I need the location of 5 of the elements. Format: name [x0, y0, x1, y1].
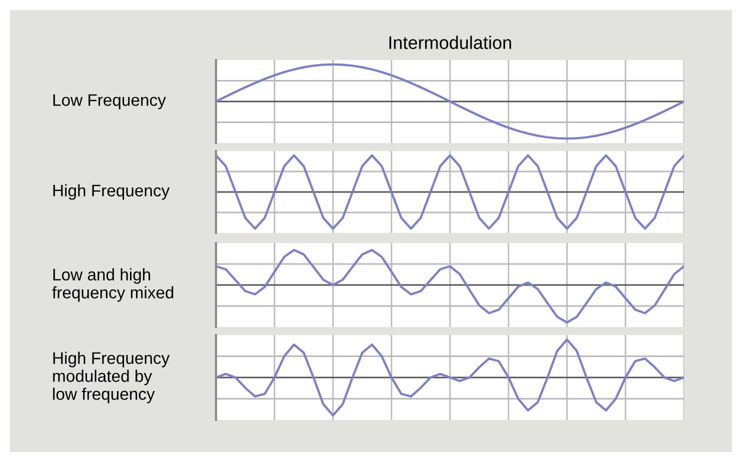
y-axis-title: Low Frequency	[53, 94, 166, 110]
y-axis-title: High Frequency	[53, 184, 170, 200]
y-axis-title: High Frequency modulated by low frequency	[53, 352, 170, 404]
chart-title: Intermodulation	[389, 36, 512, 50]
y-axis-title: Low and high frequency mixed	[52, 268, 174, 302]
